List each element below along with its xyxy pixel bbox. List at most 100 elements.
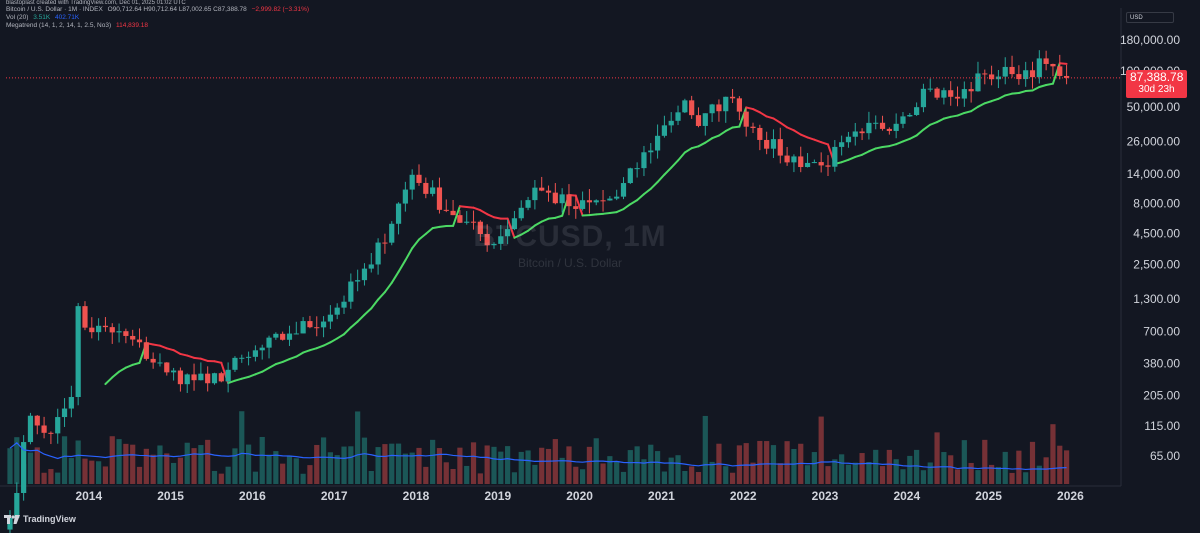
volume-bar [239,411,245,484]
candle-body [641,152,647,169]
supertrend-segment [820,141,829,146]
candle-body [430,187,436,194]
y-tick-label: 700.00 [1143,324,1180,338]
supertrend-segment [308,347,318,352]
candle-body [532,187,538,201]
supertrend-segment [179,352,189,357]
volume-bar [184,442,190,484]
volume-bar [143,448,149,484]
tradingview-logo[interactable]: TradingView [4,514,76,524]
candle-body [14,493,20,518]
candle-body [777,139,783,156]
candle-body [695,115,702,126]
supertrend-segment [356,313,366,323]
volume-bar [620,471,627,484]
candle-body [150,358,156,363]
volume-bar [464,465,470,484]
volume-bar [7,448,13,484]
volume-bar [1016,450,1022,484]
volume-bar [804,465,811,484]
volume-bar [525,450,531,484]
candle-body [273,333,279,338]
candle-body [689,100,695,116]
candle-body [136,339,143,343]
supertrend-segment [295,351,305,358]
candle-body [784,155,790,163]
supertrend-segment [418,232,427,241]
supertrend-segment [642,187,652,196]
legend-supertrend-label[interactable]: Megatrend (14, 1, 2, 14, 1, 2.5, No3) [6,22,112,29]
candle-body [1016,74,1022,80]
candle-body [55,417,61,434]
candle-body [143,342,149,359]
volume-bar [811,452,817,484]
supertrend-segment [390,270,400,284]
candle-body [1043,58,1049,64]
y-tick-label: 14,000.00 [1127,167,1181,181]
supertrend-segment [152,343,161,347]
legend-symbol[interactable]: Bitcoin / U.S. Dollar · 1M · INDEX [6,6,103,13]
volume-bar [41,472,47,484]
supertrend-segment [840,158,850,164]
volume-bar [1009,472,1015,484]
volume-bar [770,445,777,484]
supertrend-segment [622,203,632,211]
candle-body [811,162,817,164]
candle-body [511,218,518,230]
candle-body [614,196,620,199]
candle-body [989,74,995,80]
supertrend-segment [370,298,380,310]
volume-bar [368,470,374,484]
volume-bar [566,446,572,484]
candle-body [518,207,524,219]
volume-bar [777,463,783,484]
x-tick-label: 2018 [403,489,430,503]
supertrend-segment [677,151,686,162]
volume-bar [750,462,756,484]
volume-bar [198,445,204,484]
candle-body [286,333,293,340]
supertrend-segment [683,147,693,154]
supertrend-segment [1058,62,1068,65]
candle-body [961,89,967,99]
supertrend-segment [888,143,898,148]
volume-bar [559,457,565,484]
volume-bar [334,455,340,484]
supertrend-segment [874,145,884,150]
supertrend-segment [779,121,789,129]
volume-bar [982,439,988,484]
supertrend-segment [867,147,877,153]
candle-body [627,168,633,184]
candle-body [804,162,811,168]
y-tick-label: 65.00 [1150,449,1180,463]
currency-selector[interactable]: USD [1126,12,1174,23]
legend-change: −2,999.82 (−3.31%) [251,6,310,13]
volume-bar [48,469,54,484]
volume-bar [825,466,831,484]
legend-volume-label[interactable]: Vol (20) [6,14,29,21]
candle-body [764,139,770,149]
volume-bar [1023,472,1029,484]
volume-bar [361,437,368,484]
supertrend-segment [540,217,550,223]
supertrend-segment [1017,90,1027,95]
candle-body [1023,70,1029,80]
supertrend-segment [404,247,414,262]
y-tick-label: 180,000.00 [1120,33,1180,47]
candle-body [491,243,497,246]
x-tick-label: 2024 [893,489,920,503]
supertrend-segment [983,100,993,105]
volume-bar [729,472,736,484]
volume-bar [61,436,68,484]
supertrend-segment [336,333,346,340]
supertrend-segment [963,110,973,114]
volume-bar [136,466,143,484]
supertrend-segment [261,366,271,373]
supertrend-segment [165,347,175,352]
candle-body [82,306,88,328]
volume-bar [423,466,429,484]
candle-body [382,242,388,244]
candle-body [525,200,531,208]
